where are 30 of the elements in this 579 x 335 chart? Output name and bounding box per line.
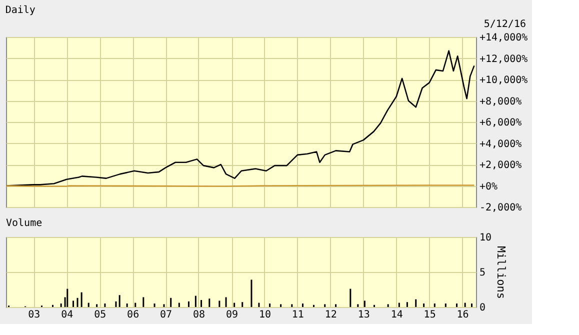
chart-title: Volume xyxy=(6,218,42,229)
chart-title: Daily xyxy=(5,5,36,16)
text: 5/12/16 xyxy=(484,19,526,30)
y-tick-label: +10,000% xyxy=(480,75,528,86)
y-tick-label: 5 xyxy=(480,268,486,278)
y-tick-label: +0% xyxy=(480,181,498,192)
x-tick-label: 12 xyxy=(324,310,337,320)
y-axis-title: Millions xyxy=(494,246,508,299)
y-tick-label: 0 xyxy=(480,302,486,314)
x-tick-label: 08 xyxy=(192,310,205,320)
x-tick-label: 15 xyxy=(424,310,436,320)
y-tick-label: +8,000% xyxy=(480,96,522,108)
x-tick-label: 16 xyxy=(456,310,469,320)
y-tick-label: +12,000% xyxy=(480,54,528,65)
x-tick-label: 04 xyxy=(61,310,74,320)
x-tick-label: 14 xyxy=(390,310,403,320)
y-tick-label: -2,000% xyxy=(480,202,522,214)
y-tick-label: +6,000% xyxy=(480,118,522,128)
y-tick-label: +14,000% xyxy=(480,32,528,44)
x-tick-label: 09 xyxy=(226,310,238,320)
y-tick-label: 10 xyxy=(480,232,492,244)
x-tick-label: 05 xyxy=(94,310,106,320)
x-tick-label: 07 xyxy=(160,310,172,320)
x-tick-label: 10 xyxy=(258,310,271,320)
y-tick-label: +2,000% xyxy=(480,160,522,171)
x-tick-label: 11 xyxy=(292,310,304,320)
x-tick-label: 03 xyxy=(28,310,40,320)
x-tick-label: 06 xyxy=(127,310,140,320)
y-tick-label: +4,000% xyxy=(480,138,522,150)
x-tick-label: 13 xyxy=(358,310,370,320)
